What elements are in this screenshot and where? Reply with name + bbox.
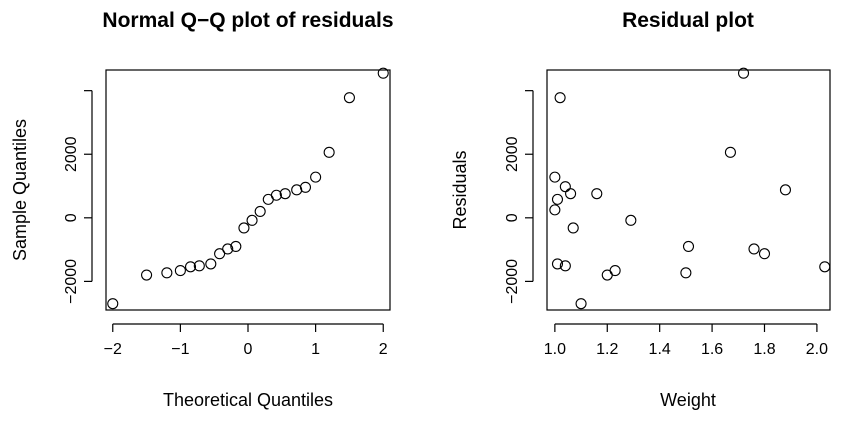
qq-plot-point: [107, 298, 119, 310]
qq-plot-x-axis: −2 −1 0 1 2: [104, 323, 388, 358]
residual-plot-point: [549, 204, 561, 216]
residual-plot-y-tick-label: 0: [504, 213, 521, 222]
residual-plot-point: [559, 260, 571, 272]
qq-plot-y-tick-label: 2000: [63, 136, 80, 172]
qq-plot-title: Normal Q−Q plot of residuals: [102, 9, 393, 32]
residual-plot-point: [724, 146, 736, 158]
qq-plot-x-tick-label: 0: [244, 341, 253, 358]
qq-plot-x-tick-label: 2: [379, 341, 388, 358]
residual-plot-point: [779, 184, 792, 196]
residual-plot-point: [819, 261, 831, 273]
qq-plot-x-label: Theoretical Quantiles: [163, 390, 333, 410]
residual-plot-title: Residual plot: [622, 9, 754, 32]
residual-plot-point: [559, 181, 571, 193]
qq-plot-frame: [105, 69, 391, 311]
qq-plot-point: [238, 222, 250, 234]
residual-plot-x-tick-label: 1.8: [753, 341, 775, 358]
residual-plot-point: [575, 298, 587, 310]
residual-plot-point: [565, 188, 577, 200]
qq-plot-point: [246, 214, 258, 226]
residual-plot-point: [625, 214, 637, 226]
qq-plot-point: [222, 243, 234, 255]
residual-plot-point: [551, 193, 564, 205]
qq-plot-point: [174, 265, 186, 277]
residual-plot-point: [609, 265, 621, 277]
residual-plot-y-tick-label: 2000: [504, 136, 521, 172]
qq-plot-point: [323, 146, 335, 158]
residual-plot-frame: [546, 69, 831, 311]
qq-plot-point: [141, 269, 153, 281]
qq-plot-point: [254, 205, 266, 218]
qq-plot-point: [214, 248, 226, 260]
residual-plot-x-label: Weight: [660, 390, 716, 410]
qq-plot-point: [310, 171, 322, 183]
residual-plot-y-label: Residuals: [450, 150, 470, 229]
qq-plot-point: [299, 181, 312, 193]
qq-plot-y-tick-label: 0: [63, 213, 80, 222]
residual-plot-panel: Residual plot 1.0 1.2 1.4 1.6 1.8 2.0 −2000 0 2…: [450, 9, 831, 410]
qq-plot-point: [230, 240, 242, 252]
residual-plot-x-tick-label: 1.4: [649, 341, 671, 358]
residual-plot-point: [680, 267, 692, 279]
qq-plot-x-tick-label: −2: [104, 341, 122, 358]
qq-plot-y-tick-label: −2000: [63, 259, 80, 304]
qq-plot-point: [205, 258, 217, 270]
residual-plot-point: [591, 188, 603, 200]
qq-plot-point: [343, 92, 355, 104]
qq-plot-point: [193, 260, 205, 272]
residual-plot-x-tick-label: 1.2: [596, 341, 618, 358]
qq-plot-point: [184, 261, 197, 273]
qq-plot-panel: Normal Q−Q plot of residuals −2 −1 0 1 2 −20…: [10, 9, 394, 410]
residual-plot-point: [551, 258, 564, 270]
qq-plot-point: [279, 188, 291, 200]
qq-plot-point: [161, 267, 173, 279]
residual-plot-point: [549, 171, 561, 183]
residual-plot-x-axis: 1.0 1.2 1.4 1.6 1.8 2.0: [544, 323, 828, 358]
residual-plot-y-tick-label: −2000: [504, 259, 521, 304]
qq-plot-point: [270, 189, 282, 201]
residual-plot-point: [567, 222, 579, 234]
residual-plot-x-tick-label: 1.0: [544, 341, 566, 358]
qq-plot-points: [107, 67, 389, 310]
residual-plot-point: [748, 243, 760, 255]
residual-plot-points: [549, 67, 831, 310]
residual-plot-x-tick-label: 1.6: [701, 341, 723, 358]
residual-plot-x-tick-label: 2.0: [806, 341, 828, 358]
qq-plot-x-tick-label: 1: [311, 341, 320, 358]
qq-plot-y-label: Sample Quantiles: [10, 119, 30, 261]
residual-plot-point: [554, 92, 566, 104]
qq-plot-x-tick-label: −1: [171, 341, 189, 358]
qq-plot-point: [377, 67, 389, 79]
residual-plot-point: [682, 240, 695, 252]
residual-plot-point: [758, 248, 771, 260]
residual-plot-point: [737, 67, 750, 79]
qq-plot-y-axis: −2000 0 2000: [63, 90, 93, 304]
residual-plot-y-axis: −2000 0 2000: [504, 90, 534, 304]
